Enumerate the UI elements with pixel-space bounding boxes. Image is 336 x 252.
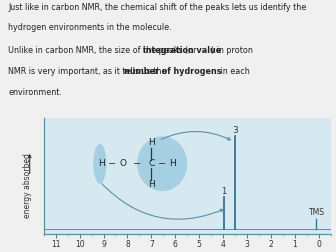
Text: integration value: integration value [143, 46, 222, 55]
Text: H: H [170, 159, 176, 168]
Text: TMS: TMS [309, 208, 325, 217]
Ellipse shape [93, 144, 107, 184]
Text: NMR is very important, as it tells us the: NMR is very important, as it tells us th… [8, 67, 169, 76]
Text: H: H [148, 180, 155, 189]
Text: C: C [148, 159, 155, 168]
Text: energy absorbed: energy absorbed [23, 153, 32, 218]
Text: Unlike in carbon NMR, the size of the peaks (or: Unlike in carbon NMR, the size of the pe… [8, 46, 199, 55]
Text: in each: in each [218, 67, 250, 76]
Text: −: − [133, 159, 141, 169]
Text: H: H [148, 138, 155, 147]
Text: Just like in carbon NMR, the chemical shift of the peaks lets us identify the: Just like in carbon NMR, the chemical sh… [8, 4, 307, 13]
Text: O: O [119, 159, 126, 168]
Text: 1: 1 [221, 187, 227, 196]
Text: environment.: environment. [8, 88, 62, 97]
Text: hydrogen environments in the molecule.: hydrogen environments in the molecule. [8, 23, 172, 32]
Ellipse shape [137, 136, 187, 191]
Text: 3: 3 [232, 126, 238, 135]
Text: number of hydrogens: number of hydrogens [124, 67, 221, 76]
Text: H: H [98, 159, 104, 168]
Text: ) in proton: ) in proton [211, 46, 253, 55]
Text: −: − [108, 159, 116, 169]
Text: −: − [158, 159, 166, 169]
